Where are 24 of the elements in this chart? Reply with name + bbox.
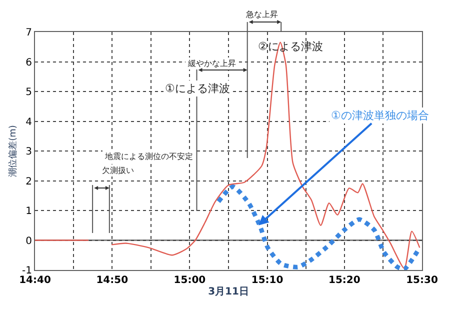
- y-tick-label: 0: [26, 236, 32, 247]
- annotation: 緩やかな上昇: [187, 59, 236, 68]
- annotation: ①の津波単独の場合: [331, 109, 429, 122]
- x-tick-label: 14:50: [96, 275, 128, 286]
- line-series: [216, 184, 422, 270]
- y-tick-label: 6: [26, 57, 32, 68]
- y-tick-label: 5: [26, 87, 32, 98]
- y-axis-title: 潮位偏差(m): [7, 125, 18, 177]
- x-tick-label: 15:20: [328, 275, 360, 286]
- annotation: ①による津波: [165, 82, 230, 95]
- annotation: 欠測扱い: [102, 166, 134, 175]
- x-tick-label: 14:40: [19, 275, 51, 286]
- y-tick-label: 2: [26, 176, 32, 188]
- x-tick-label: 15:00: [174, 275, 206, 286]
- y-tick-label: 4: [26, 116, 32, 128]
- y-tick-label: -1: [22, 266, 32, 276]
- x-tick-label: 15:30: [406, 275, 438, 286]
- annotation: 地震による測位の不安定: [104, 152, 193, 161]
- y-tick-label: 7: [26, 28, 32, 38]
- y-tick-label: 1: [26, 206, 32, 217]
- x-tick-label: 15:10: [251, 275, 284, 286]
- text: 急な上昇: [245, 10, 278, 19]
- x-axis-title: 3月11日: [208, 286, 249, 298]
- y-tick-label: 3: [26, 146, 32, 158]
